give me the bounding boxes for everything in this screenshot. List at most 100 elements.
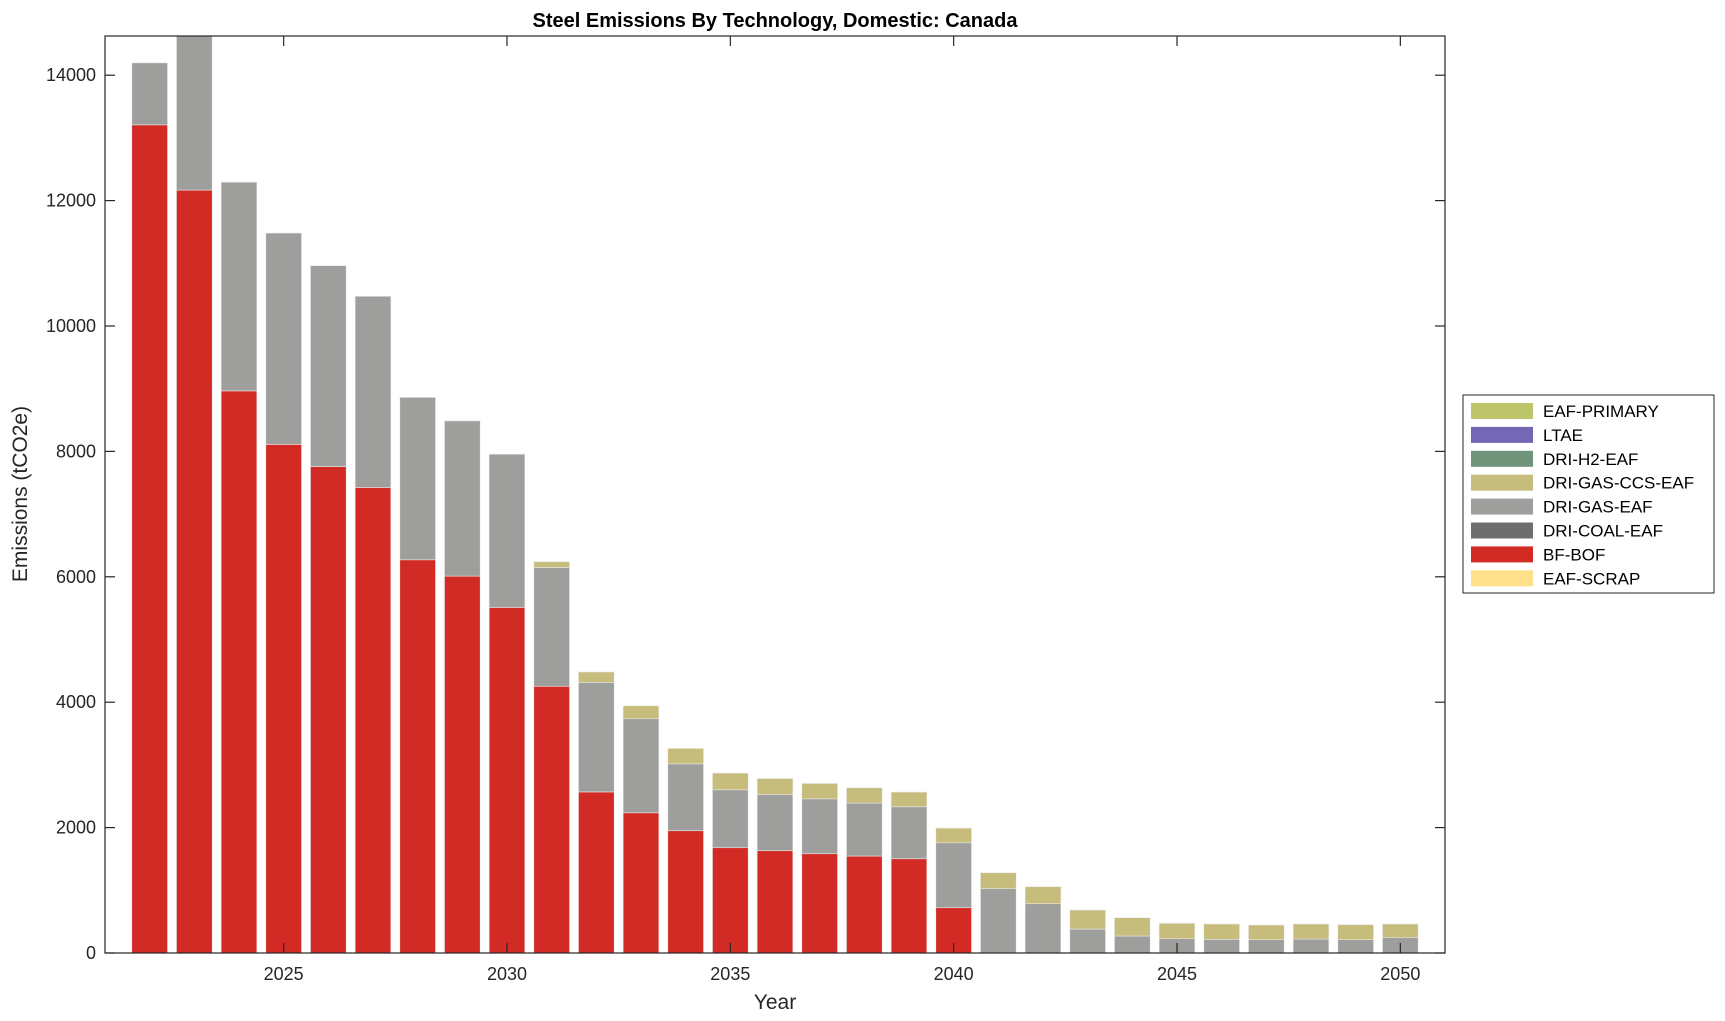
bar-segment-dri-gas-eaf-2026: [310, 265, 347, 467]
bar-segment-bf-bof-2030: [488, 607, 526, 953]
bar-segment-dri-gas-eaf-2049: [1337, 939, 1374, 953]
bar-segment-dri-gas-eaf-2023: [176, 36, 213, 191]
bar-segment-dri-gas-eaf-2034: [667, 763, 704, 832]
bar-segment-dri-gas-eaf-2038: [846, 802, 883, 857]
bar-segment-dri-gas-ccs-eaf-2040: [935, 827, 972, 844]
x-axis-label: Year: [754, 991, 796, 1014]
bar-segment-dri-gas-eaf-2028: [399, 397, 436, 561]
bar-segment-dri-gas-ccs-eaf-2044: [1114, 917, 1151, 937]
bar-segment-dri-gas-eaf-2027: [354, 296, 392, 488]
legend-swatch-dri-gas-ccs-eaf: [1471, 474, 1533, 491]
bar-segment-dri-gas-eaf-2035: [712, 789, 749, 849]
legend-swatch-eaf-primary: [1471, 403, 1533, 419]
bar-segment-dri-gas-eaf-2046: [1203, 939, 1240, 953]
bar-segment-dri-gas-eaf-2031: [533, 567, 570, 687]
legend-swatch-ltae: [1471, 426, 1533, 443]
x-tick-label: 2045: [1157, 964, 1197, 984]
bar-segment-bf-bof-2022: [131, 124, 168, 953]
bar-segment-dri-gas-ccs-eaf-2050: [1382, 923, 1419, 939]
bar-segment-bf-bof-2029: [444, 575, 481, 953]
bar-segment-dri-gas-eaf-2030: [488, 453, 526, 608]
legend-label-bf-bof: BF-BOF: [1543, 545, 1605, 564]
bar-segment-bf-bof-2032: [578, 791, 615, 953]
bar-segment-dri-gas-ccs-eaf-2031: [533, 561, 570, 568]
x-tick-label: 2035: [710, 964, 750, 984]
legend-label-eaf-primary: EAF-PRIMARY: [1543, 402, 1659, 421]
bar-segment-dri-gas-ccs-eaf-2037: [801, 783, 838, 800]
bar-segment-dri-gas-ccs-eaf-2042: [1024, 886, 1062, 905]
bar-segment-dri-gas-eaf-2022: [131, 62, 168, 126]
legend-label-dri-gas-ccs-eaf: DRI-GAS-CCS-EAF: [1543, 474, 1694, 493]
bar-segment-bf-bof-2038: [846, 855, 883, 953]
bar-segment-dri-gas-eaf-2032: [578, 682, 615, 793]
bar-segment-dri-gas-eaf-2024: [220, 181, 258, 392]
legend-label-dri-coal-eaf: DRI-COAL-EAF: [1543, 522, 1663, 541]
bar-segment-bf-bof-2036: [756, 850, 794, 953]
bar-segment-dri-gas-eaf-2041: [980, 888, 1017, 953]
legend-label-dri-gas-eaf: DRI-GAS-EAF: [1543, 498, 1653, 517]
x-tick-label: 2030: [487, 964, 527, 984]
bar-segment-dri-gas-ccs-eaf-2045: [1158, 923, 1196, 940]
bar-segment-dri-gas-ccs-eaf-2046: [1203, 923, 1240, 940]
bar-segment-dri-gas-eaf-2042: [1024, 903, 1062, 953]
bar-segment-dri-gas-eaf-2025: [265, 232, 302, 445]
legend-label-dri-h2-eaf: DRI-H2-EAF: [1543, 450, 1638, 469]
legend-swatch-dri-gas-eaf: [1471, 498, 1533, 515]
bar-segment-dri-gas-ccs-eaf-2034: [667, 748, 704, 765]
bar-segment-dri-gas-ccs-eaf-2033: [622, 705, 660, 720]
chart-title: Steel Emissions By Technology, Domestic:…: [533, 10, 1019, 32]
bar-segment-bf-bof-2025: [265, 444, 302, 953]
x-tick-label: 2040: [934, 964, 974, 984]
bar-segment-dri-gas-ccs-eaf-2032: [578, 671, 615, 683]
bar-segment-bf-bof-2031: [533, 685, 570, 953]
bar-segment-dri-gas-eaf-2047: [1248, 939, 1285, 953]
bars-group: [131, 36, 1419, 953]
bar-segment-dri-gas-eaf-2044: [1114, 935, 1151, 953]
bar-segment-dri-gas-ccs-eaf-2035: [712, 772, 749, 791]
bar-segment-bf-bof-2039: [890, 858, 928, 953]
bar-segment-dri-gas-ccs-eaf-2043: [1069, 909, 1106, 930]
bar-segment-bf-bof-2027: [354, 487, 392, 953]
bar-segment-dri-gas-eaf-2033: [622, 718, 660, 814]
bar-segment-bf-bof-2035: [712, 847, 749, 953]
y-axis-label: Emissions (tCO2e): [9, 406, 32, 582]
legend-swatch-dri-coal-eaf: [1471, 522, 1533, 539]
bar-segment-bf-bof-2024: [220, 390, 258, 953]
bar-segment-bf-bof-2034: [667, 830, 704, 953]
y-tick-label: 2000: [56, 818, 96, 838]
bar-segment-dri-gas-eaf-2029: [444, 420, 481, 577]
y-tick-label: 10000: [46, 316, 96, 336]
legend-swatch-dri-h2-eaf: [1471, 450, 1533, 467]
bar-segment-dri-gas-ccs-eaf-2036: [756, 778, 794, 795]
bar-segment-dri-gas-eaf-2048: [1292, 938, 1330, 953]
legend-swatch-bf-bof: [1471, 546, 1533, 563]
legend-label-ltae: LTAE: [1543, 426, 1583, 445]
bar-segment-dri-gas-ccs-eaf-2038: [846, 787, 883, 804]
y-tick-label: 4000: [56, 692, 96, 712]
bar-segment-dri-gas-ccs-eaf-2049: [1337, 924, 1374, 941]
legend-swatch-eaf-scrap: [1471, 570, 1533, 587]
bar-segment-bf-bof-2028: [399, 559, 436, 953]
bar-segment-dri-gas-ccs-eaf-2041: [980, 872, 1017, 890]
bar-segment-dri-gas-ccs-eaf-2047: [1248, 924, 1285, 941]
bar-segment-dri-gas-eaf-2043: [1069, 928, 1106, 953]
bar-segment-dri-gas-ccs-eaf-2039: [890, 791, 928, 808]
bar-segment-dri-gas-eaf-2036: [756, 794, 794, 852]
bar-segment-dri-gas-ccs-eaf-2048: [1292, 923, 1330, 940]
bar-segment-dri-gas-eaf-2039: [890, 806, 928, 860]
bar-segment-dri-gas-eaf-2040: [935, 842, 972, 909]
y-tick-label: 14000: [46, 65, 96, 85]
y-tick-label: 12000: [46, 191, 96, 211]
x-tick-label: 2025: [264, 964, 304, 984]
ticks-group: 2025 2030 2035 2040 2045 2050 0 2000 4000 6000 800…: [46, 36, 1445, 984]
plot-area-frame: [104, 35, 1446, 954]
x-tick-label: 2050: [1380, 964, 1420, 984]
y-tick-label: 6000: [56, 567, 96, 587]
legend-label-eaf-scrap: EAF-SCRAP: [1543, 569, 1640, 588]
bar-segment-bf-bof-2026: [310, 466, 347, 953]
y-tick-label: 8000: [56, 441, 96, 461]
y-tick-label: 0: [86, 943, 96, 963]
legend: EAF-PRIMARY LTAE DRI-H2-EAF DRI-GAS-CCS-EAF…: [1462, 394, 1715, 594]
bar-segment-bf-bof-2033: [622, 812, 660, 953]
